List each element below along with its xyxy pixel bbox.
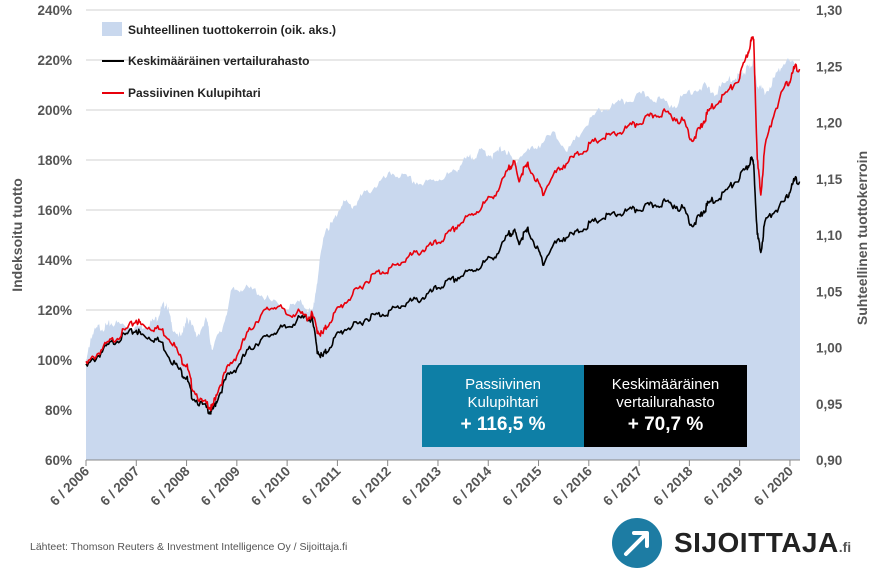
x-tick-label: 6 / 2016 (550, 463, 595, 508)
x-tick-label: 6 / 2012 (349, 464, 394, 509)
y2-tick-label: 0,90 (816, 453, 842, 468)
logo-name: SIJOITTAJA (674, 527, 839, 558)
x-tick-label: 6 / 2011 (299, 463, 344, 508)
y2-tick-label: 1,00 (816, 341, 842, 356)
passive-result-box: Passiivinen Kulupihtari + 116,5 % (422, 365, 584, 447)
x-tick-label: 6 / 2010 (248, 464, 293, 509)
average-box-label-line2: vertailurahasto (616, 394, 715, 411)
legend: Suhteellinen tuottokerroin (oik. aks.) K… (102, 22, 336, 100)
legend-label-average: Keskimääräinen vertailurahasto (128, 54, 309, 68)
x-tick-label: 6 / 2018 (650, 463, 695, 508)
average-box-label-line1: Keskimääräinen (611, 376, 720, 393)
y-tick-label: 220% (37, 53, 72, 68)
series-line-passive-kulupihtari (85, 36, 801, 412)
y2-tick-label: 1,10 (816, 228, 842, 243)
y2-tick-label: 1,30 (816, 3, 842, 18)
y-tick-label: 200% (37, 103, 72, 118)
logo-wordmark: SIJOITTAJA.fi (674, 527, 851, 559)
series-line-average-fund (85, 156, 801, 415)
relative-return-area-layer (86, 56, 800, 460)
x-tick-label: 6 / 2020 (751, 464, 796, 509)
y-tick-label: 180% (37, 153, 72, 168)
y2-tick-label: 1,20 (816, 116, 842, 131)
logo-suffix: .fi (838, 539, 852, 555)
x-tick-label: 6 / 2013 (399, 463, 444, 508)
y2-tick-label: 1,05 (816, 284, 843, 299)
series-area-relative-return (86, 56, 800, 460)
y-tick-label: 160% (37, 203, 72, 218)
source-note: Lähteet: Thomson Reuters & Investment In… (30, 541, 348, 553)
x-tick-label: 6 / 2017 (600, 464, 645, 509)
y2-tick-label: 1,25 (816, 59, 843, 74)
x-tick-label: 6 / 2007 (97, 464, 142, 509)
series-lines (85, 36, 801, 415)
y2-axis-title: Suhteellinen tuottokerroin (854, 151, 870, 325)
y-tick-label: 140% (37, 253, 72, 268)
sijoittaja-logo[interactable]: SIJOITTAJA.fi (612, 518, 872, 570)
y-tick-label: 240% (37, 3, 72, 18)
y-tick-label: 100% (37, 353, 72, 368)
y-tick-label: 60% (45, 453, 72, 468)
legend-label-area: Suhteellinen tuottokerroin (oik. aks.) (128, 23, 336, 37)
passive-box-label-line2: Kulupihtari (467, 394, 539, 411)
x-tick-label: 6 / 2009 (198, 464, 243, 509)
x-tick-label: 6 / 2008 (148, 463, 193, 508)
y2-tick-label: 0,95 (816, 397, 843, 412)
x-tick-label: 6 / 2015 (500, 463, 545, 508)
legend-swatch-area (102, 22, 122, 36)
y-tick-label: 120% (37, 303, 72, 318)
y2-tick-label: 1,15 (816, 172, 843, 187)
x-tick-label: 6 / 2006 (47, 463, 92, 508)
average-box-value: + 70,7 % (627, 414, 704, 435)
logo-arrow-icon (612, 518, 662, 568)
y-tick-label: 80% (45, 403, 72, 418)
y-axis-title: Indeksoitu tuotto (9, 178, 25, 292)
x-tick-label: 6 / 2014 (449, 463, 494, 508)
passive-box-label-line1: Passiivinen (465, 376, 541, 393)
passive-box-value: + 116,5 % (460, 414, 546, 435)
x-tick-label: 6 / 2019 (701, 464, 746, 509)
legend-label-passive: Passiivinen Kulupihtari (128, 86, 261, 100)
average-result-box: Keskimääräinen vertailurahasto + 70,7 % (584, 365, 747, 447)
